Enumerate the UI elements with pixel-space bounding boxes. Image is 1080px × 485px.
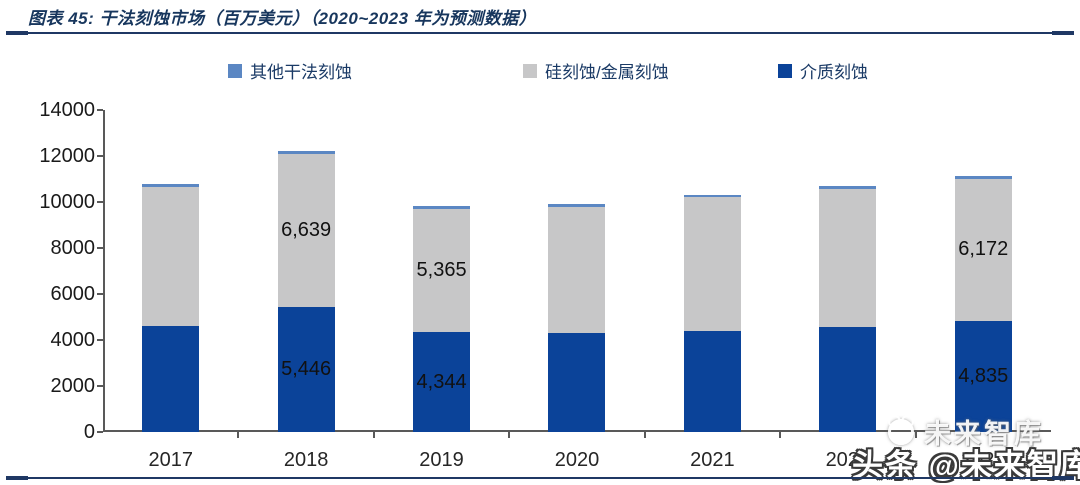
bar-segment: 6,639 — [277, 154, 335, 307]
bar-segment — [142, 326, 200, 432]
bar-segment — [142, 184, 200, 188]
legend-swatch-icon — [523, 63, 537, 78]
bar-segment: 6,172 — [954, 178, 1012, 321]
stacked-bar-2021 — [683, 194, 741, 432]
bar-segment — [683, 194, 741, 198]
legend-item: 其他干法刻蚀 — [228, 58, 352, 83]
bar-slot-2021 — [645, 110, 780, 432]
x-tick-mark — [914, 432, 917, 438]
bar-segment — [548, 333, 606, 432]
watermark-small-text: 未来智库 — [924, 419, 1044, 449]
stacked-bar-2017 — [142, 184, 200, 432]
x-tick-label: 2020 — [554, 449, 600, 471]
y-tick-mark — [97, 385, 103, 387]
bar-segment — [413, 205, 471, 209]
bar-segment — [683, 197, 741, 331]
x-tick-mark — [237, 432, 240, 438]
bar-segment — [819, 327, 877, 432]
bar-segment — [819, 186, 877, 190]
watermark-small: 未来智库 — [888, 412, 1044, 451]
bar-slot-2022 — [780, 110, 915, 432]
bar-segment — [819, 189, 877, 328]
legend-label: 介质刻蚀 — [800, 63, 868, 82]
bar-segment — [548, 203, 606, 207]
x-tick-mark — [643, 432, 646, 438]
bar-segment — [277, 150, 335, 155]
stacked-bar-2019: 5,365 4,344 — [413, 205, 471, 432]
segment-value-label: 4,344 — [416, 370, 467, 393]
y-tick-label: 12000 — [39, 145, 95, 167]
x-tick-label: 2017 — [148, 449, 193, 471]
y-tick-mark — [97, 201, 103, 203]
x-tick-label: 2019 — [419, 449, 464, 471]
y-tick-label: 4000 — [50, 329, 96, 351]
bar-slot-2023: 6,172 4,835 — [916, 110, 1051, 432]
y-tick-label: 2000 — [50, 375, 96, 397]
bar-segment: 5,365 — [413, 208, 471, 333]
y-tick-mark — [97, 155, 103, 157]
bar-segment — [142, 187, 200, 327]
y-tick-mark — [97, 247, 103, 249]
legend-label: 其他干法刻蚀 — [250, 63, 352, 82]
bar-series-container: 6,639 5,446 5,365 4,344 6,172 4,835 — [103, 110, 1051, 432]
bar-segment — [548, 206, 606, 334]
x-tick-mark — [779, 432, 782, 438]
segment-value-label: 5,365 — [416, 258, 467, 281]
legend-label: 硅刻蚀/金属刻蚀 — [545, 63, 669, 82]
bar-slot-2019: 5,365 4,344 — [374, 110, 509, 432]
segment-value-label: 6,639 — [281, 218, 332, 241]
stacked-bar-2020 — [548, 203, 606, 432]
title-divider — [6, 31, 1074, 35]
x-tick-label: 2021 — [690, 449, 735, 471]
y-tick-mark — [97, 431, 103, 433]
segment-value-label: 6,172 — [958, 238, 1009, 261]
x-tick-mark — [508, 432, 511, 438]
legend-item: 硅刻蚀/金属刻蚀 — [523, 58, 669, 83]
y-tick-label: 6000 — [50, 283, 96, 305]
bar-slot-2018: 6,639 5,446 — [238, 110, 373, 432]
x-tick-label: 2023 — [960, 449, 1006, 471]
bottom-divider — [6, 476, 1074, 480]
y-tick-label: 8000 — [50, 237, 96, 259]
bar-slot-2017 — [103, 110, 238, 432]
x-tick-label: 2018 — [283, 449, 329, 471]
bar-segment — [954, 175, 1012, 179]
x-tick-label: 2022 — [825, 449, 871, 471]
y-tick-mark — [97, 339, 103, 341]
bar-segment — [683, 330, 741, 432]
legend-swatch-icon — [228, 63, 242, 78]
x-axis-labels: 2017 2018 2019 2020 2021 2022 2023 — [103, 449, 1051, 472]
bar-segment: 4,344 — [413, 332, 471, 432]
bar-segment: 4,835 — [954, 320, 1012, 432]
x-tick-mark — [372, 432, 375, 438]
legend-item: 介质刻蚀 — [778, 58, 868, 83]
figure-title: 图表 45: 干法刻蚀市场（百万美元）（2020~2023 年为预测数据） — [28, 9, 537, 28]
y-tick-mark — [97, 293, 103, 295]
stacked-bar-2018: 6,639 5,446 — [277, 150, 335, 432]
y-tick-label: 10000 — [39, 191, 95, 213]
bar-segment: 5,446 — [277, 306, 335, 432]
stacked-bar-2023: 6,172 4,835 — [954, 175, 1012, 432]
legend-swatch-icon — [778, 63, 792, 78]
y-tick-label: 0 — [83, 421, 95, 443]
stacked-bar-2022 — [819, 186, 877, 432]
y-tick-label: 14000 — [39, 99, 95, 121]
bar-slot-2020 — [509, 110, 644, 432]
cat-logo-icon — [888, 418, 914, 445]
segment-value-label: 5,446 — [281, 357, 332, 380]
y-tick-mark — [97, 109, 103, 111]
segment-value-label: 4,835 — [958, 364, 1009, 387]
